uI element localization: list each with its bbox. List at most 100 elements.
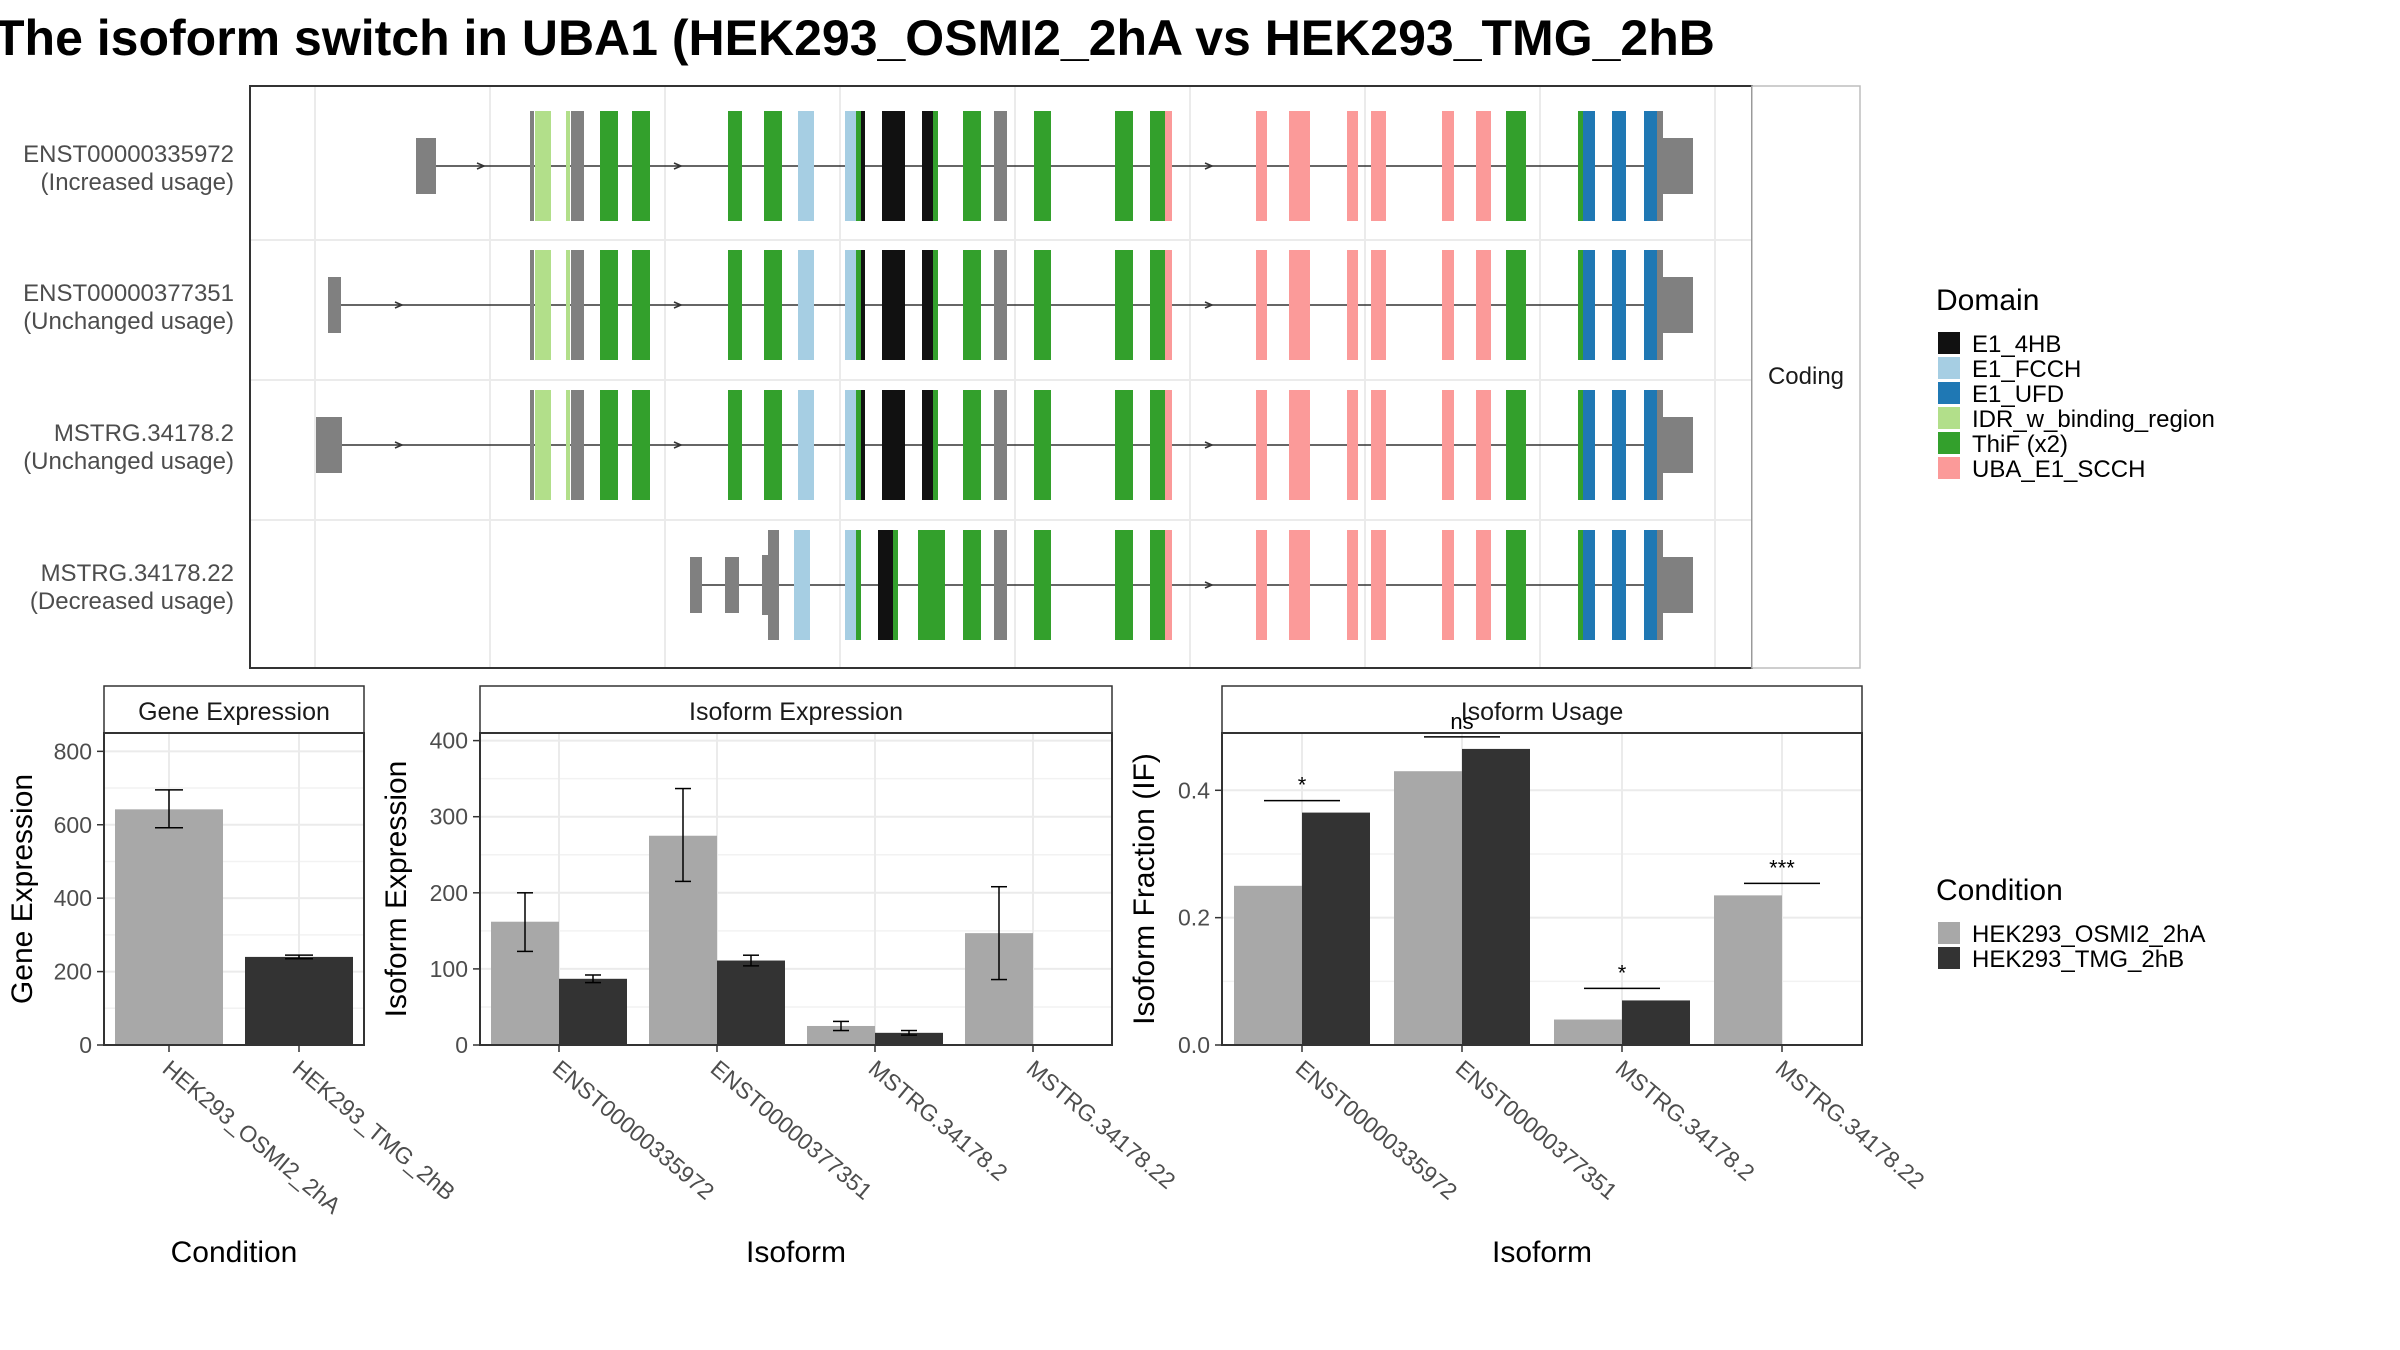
exon	[1644, 250, 1657, 360]
isoform-structure-panel: ENST00000335972(Increased usage) ENST0000…	[23, 85, 1861, 669]
exon	[1578, 111, 1583, 221]
exon	[1256, 530, 1267, 640]
exon	[530, 111, 534, 221]
condition-legend-label: HEK293_TMG_2hB	[1972, 946, 2184, 973]
direction-arrow	[673, 162, 683, 170]
track-id-label: MSTRG.34178.2	[54, 420, 234, 447]
exon	[1612, 390, 1626, 500]
significance-label: ns	[1450, 709, 1473, 734]
x-tick-label: MSTRG.34178.2	[1611, 1055, 1760, 1186]
direction-arrow	[673, 441, 683, 449]
exon	[856, 390, 861, 500]
exon	[1442, 250, 1454, 360]
exon	[1347, 530, 1358, 640]
exon	[1506, 250, 1526, 360]
exon	[1506, 530, 1526, 640]
exon	[1612, 250, 1626, 360]
exon	[861, 250, 865, 360]
panel-title: Isoform Usage	[1461, 698, 1624, 726]
exon	[861, 111, 865, 221]
track-usage-label: (Increased usage)	[41, 169, 234, 196]
exon	[1165, 530, 1172, 640]
significance-label: *	[1618, 960, 1627, 985]
exon	[1442, 111, 1454, 221]
exon	[1371, 530, 1386, 640]
y-tick-label: 600	[54, 812, 92, 838]
exon	[1578, 250, 1583, 360]
exon	[1034, 111, 1051, 221]
domain-legend-swatch	[1938, 432, 1960, 454]
y-tick-label: 800	[54, 738, 92, 764]
exon	[632, 390, 650, 500]
condition-legend-swatch	[1938, 922, 1960, 944]
exon	[1034, 390, 1051, 500]
domain-legend-label: E1_4HB	[1972, 331, 2061, 358]
domain-legend-swatch	[1938, 332, 1960, 354]
exon	[856, 111, 861, 221]
exon	[1657, 250, 1663, 360]
exon	[798, 250, 814, 360]
y-tick-label: 200	[54, 959, 92, 985]
exon	[1115, 530, 1133, 640]
panel-title: Isoform Expression	[689, 698, 903, 726]
x-axis-title: Isoform	[1492, 1236, 1592, 1269]
bar	[1462, 748, 1530, 1045]
direction-arrow	[394, 301, 404, 309]
y-tick-label: 0.0	[1178, 1032, 1210, 1058]
exon	[1583, 390, 1595, 500]
track-id-label: ENST00000377351	[23, 280, 234, 307]
exon	[1289, 111, 1310, 221]
x-tick-label: MSTRG.34178.2	[864, 1055, 1013, 1186]
exon	[922, 390, 933, 500]
exon	[882, 111, 905, 221]
bar	[245, 956, 353, 1045]
exon	[600, 111, 618, 221]
exon	[725, 557, 739, 613]
exon	[1612, 530, 1626, 640]
exon	[994, 390, 1007, 500]
exon	[1347, 390, 1358, 500]
exon	[764, 111, 782, 221]
exon	[600, 250, 618, 360]
exon	[963, 530, 981, 640]
exon	[690, 557, 702, 613]
exon	[994, 111, 1007, 221]
exon	[922, 111, 933, 221]
x-tick-label: ENST00000377351	[1451, 1055, 1623, 1205]
direction-arrow	[1204, 581, 1214, 589]
domain-legend-label: ThiF (x2)	[1972, 431, 2068, 458]
domain-legend-swatch	[1938, 457, 1960, 479]
y-axis-title: Isoform Fraction (IF)	[1128, 753, 1161, 1025]
exon	[1034, 530, 1051, 640]
bar	[1714, 895, 1782, 1045]
exon	[994, 530, 1007, 640]
exon	[1034, 250, 1051, 360]
track-usage-label: (Unchanged usage)	[23, 448, 234, 475]
isoform-expression-chart: Isoform Expression 0 100 200 300 400 ENST00000…	[380, 685, 1181, 1269]
exon	[535, 111, 551, 221]
bar	[717, 960, 785, 1045]
direction-arrow	[1204, 301, 1214, 309]
exon	[1289, 530, 1310, 640]
condition-legend-swatch	[1938, 947, 1960, 969]
domain-legend-label: E1_UFD	[1972, 381, 2064, 408]
exon	[963, 111, 981, 221]
significance-label: *	[1298, 773, 1307, 798]
exon	[1578, 530, 1583, 640]
exon	[861, 390, 865, 500]
exon	[1165, 111, 1172, 221]
exon	[1663, 557, 1693, 613]
exon	[316, 417, 342, 473]
track-id-label: MSTRG.34178.22	[41, 560, 234, 587]
y-tick-label: 0	[455, 1032, 468, 1058]
domain-legend-swatch	[1938, 382, 1960, 404]
panel-border	[479, 732, 1113, 1046]
exon	[571, 250, 584, 360]
significance-label: ***	[1769, 855, 1795, 880]
x-axis-title: Condition	[171, 1236, 298, 1269]
domain-legend: Domain E1_4HBE1_FCCHE1_UFDIDR_w_binding_r…	[1936, 284, 2215, 483]
exon	[764, 250, 782, 360]
exon	[530, 250, 534, 360]
